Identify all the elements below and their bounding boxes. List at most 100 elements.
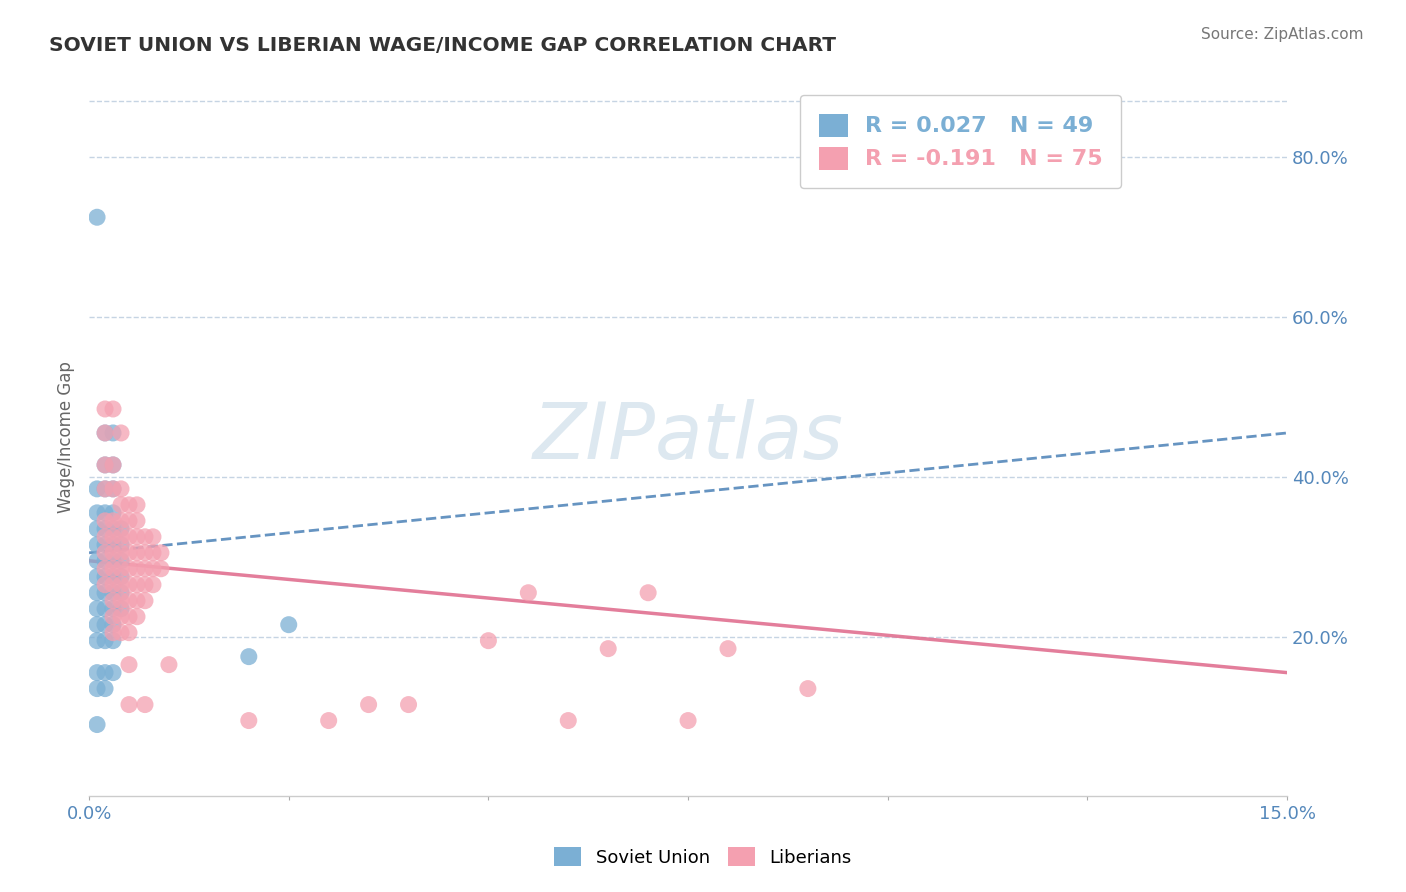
Point (110, 562, 132, 576)
Point (110, 570, 132, 584)
Point (101, 617, 124, 632)
Point (118, 657, 141, 672)
Point (86, 717, 108, 731)
Point (118, 514, 141, 528)
Point (86, 617, 108, 632)
Point (676, 714, 699, 728)
Point (318, 714, 340, 728)
Point (142, 530, 165, 544)
Point (110, 538, 132, 552)
Point (94, 681, 117, 696)
Point (94, 425, 117, 440)
Point (142, 562, 165, 576)
Point (86, 633, 108, 648)
Point (94, 514, 117, 528)
Y-axis label: Wage/Income Gap: Wage/Income Gap (58, 361, 75, 513)
Point (238, 649, 260, 664)
Legend: R = 0.027   N = 49, R = -0.191   N = 75: R = 0.027 N = 49, R = -0.191 N = 75 (800, 95, 1121, 188)
Point (101, 538, 124, 552)
Point (101, 593, 124, 607)
Point (86, 482, 108, 496)
Point (142, 546, 165, 560)
Point (94, 538, 117, 552)
Text: Source: ZipAtlas.com: Source: ZipAtlas.com (1201, 27, 1364, 42)
Point (101, 562, 124, 576)
Point (110, 578, 132, 592)
Point (157, 657, 180, 672)
Point (101, 530, 124, 544)
Point (86, 681, 108, 696)
Point (110, 585, 132, 599)
Point (477, 633, 499, 648)
Point (86, 538, 108, 552)
Point (149, 562, 172, 576)
Point (101, 578, 124, 592)
Point (118, 578, 141, 592)
Point (86, 522, 108, 536)
Point (101, 570, 124, 584)
Point (86, 585, 108, 599)
Point (110, 530, 132, 544)
Point (101, 601, 124, 615)
Point (86, 665, 108, 680)
Point (149, 546, 172, 560)
Point (118, 698, 141, 712)
Point (94, 585, 117, 599)
Point (134, 562, 156, 576)
Point (86, 211, 108, 225)
Point (125, 530, 148, 544)
Point (125, 578, 148, 592)
Point (110, 554, 132, 568)
Point (94, 482, 117, 496)
Point (118, 530, 141, 544)
Point (101, 458, 124, 472)
Point (118, 498, 141, 512)
Point (125, 609, 148, 624)
Point (110, 514, 132, 528)
Point (398, 698, 420, 712)
Point (94, 546, 117, 560)
Point (110, 601, 132, 615)
Point (142, 578, 165, 592)
Point (797, 681, 820, 696)
Point (717, 641, 740, 656)
Point (94, 617, 117, 632)
Text: ZIPatlas: ZIPatlas (533, 399, 844, 475)
Point (101, 514, 124, 528)
Point (517, 585, 540, 599)
Point (134, 530, 156, 544)
Point (94, 425, 117, 440)
Point (125, 593, 148, 607)
Point (125, 562, 148, 576)
Point (101, 482, 124, 496)
Point (134, 698, 156, 712)
Point (101, 522, 124, 536)
Point (94, 530, 117, 544)
Point (101, 402, 124, 417)
Point (101, 506, 124, 520)
Point (94, 562, 117, 576)
Point (101, 554, 124, 568)
Point (118, 609, 141, 624)
Point (125, 514, 148, 528)
Point (110, 546, 132, 560)
Point (86, 554, 108, 568)
Point (94, 578, 117, 592)
Point (110, 593, 132, 607)
Point (86, 570, 108, 584)
Point (94, 601, 117, 615)
Point (110, 625, 132, 640)
Point (118, 562, 141, 576)
Point (357, 698, 380, 712)
Point (110, 498, 132, 512)
Point (101, 482, 124, 496)
Point (118, 546, 141, 560)
Point (110, 425, 132, 440)
Point (94, 402, 117, 417)
Point (101, 665, 124, 680)
Text: SOVIET UNION VS LIBERIAN WAGE/INCOME GAP CORRELATION CHART: SOVIET UNION VS LIBERIAN WAGE/INCOME GAP… (49, 36, 837, 54)
Point (557, 714, 579, 728)
Point (118, 625, 141, 640)
Point (94, 554, 117, 568)
Point (94, 506, 117, 520)
